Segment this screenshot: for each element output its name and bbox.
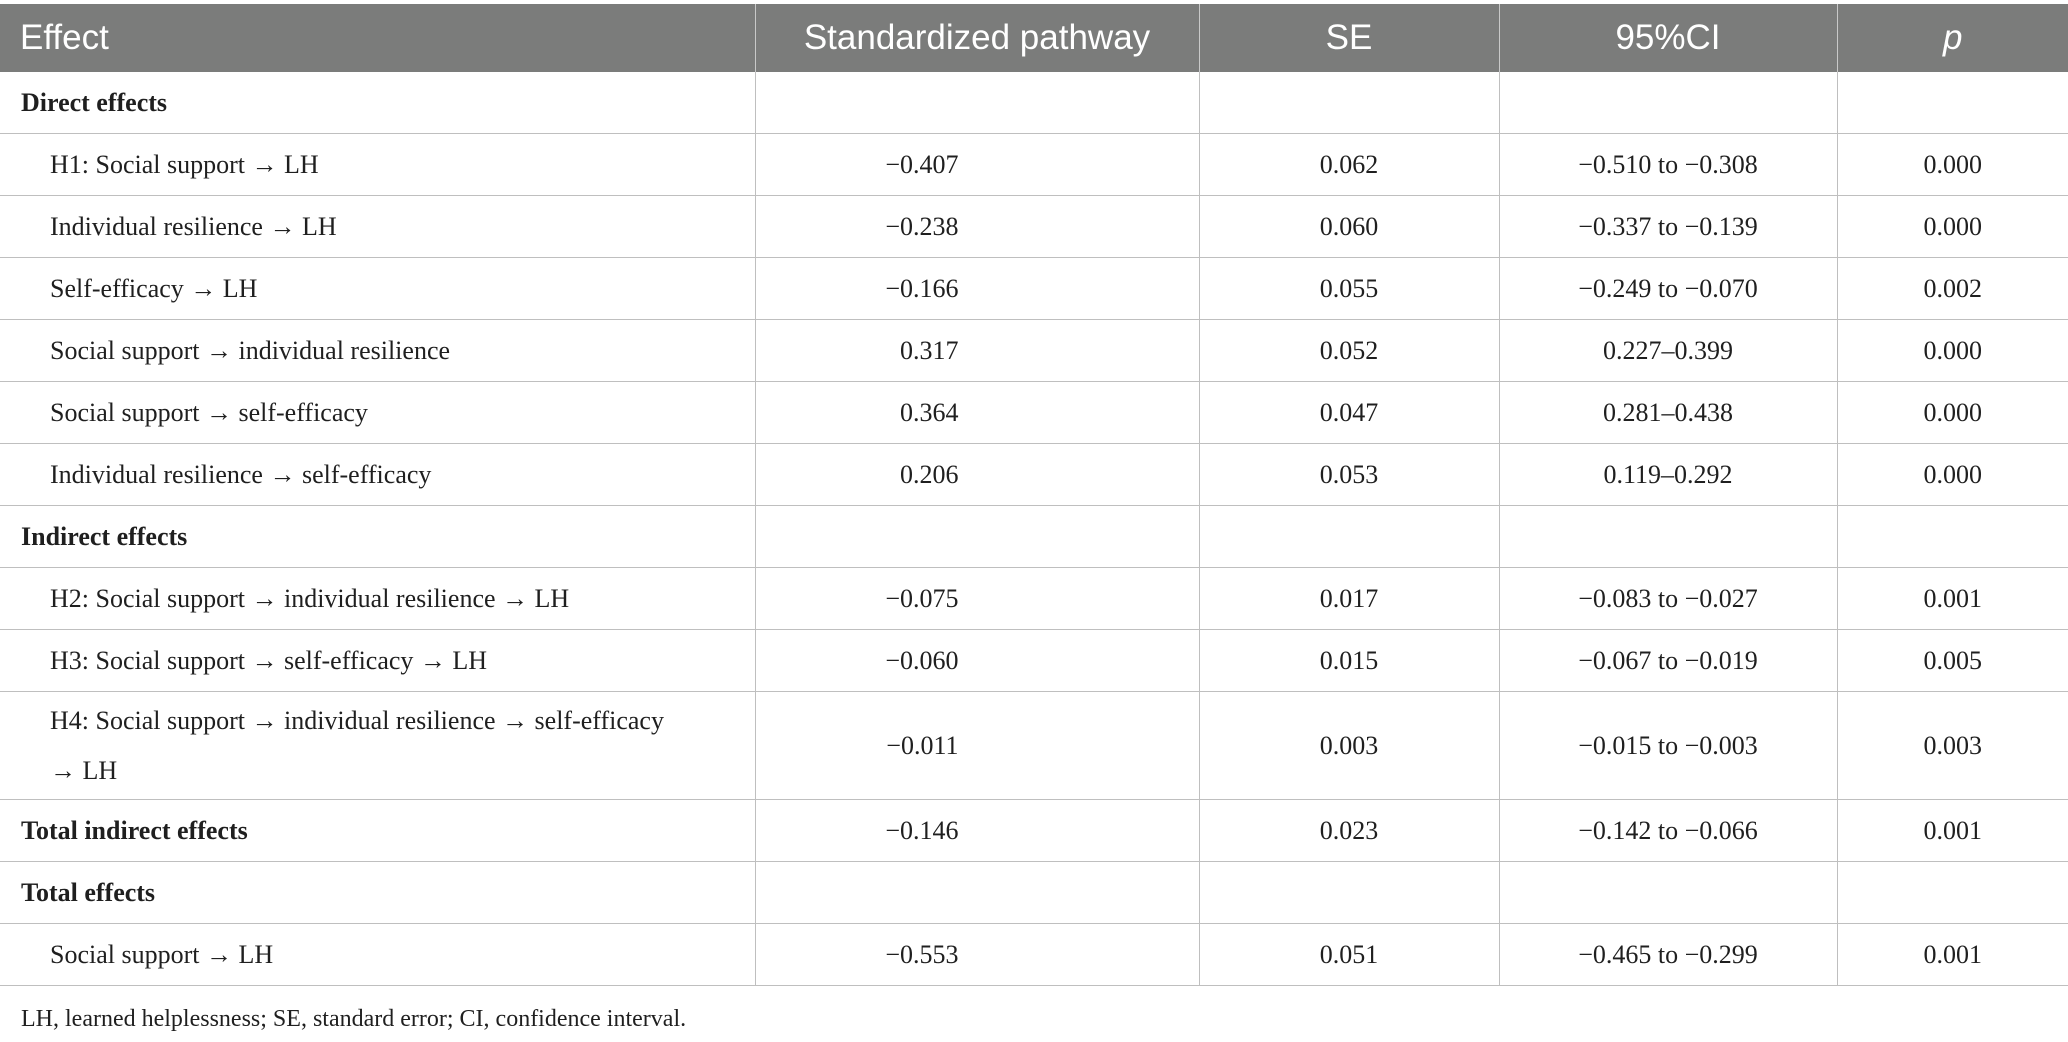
table-row: Social support → self-efficacy 0.364 0.0…	[0, 381, 2068, 444]
row-std	[754, 72, 1199, 134]
row-effect: H4: Social support → individual resilien…	[0, 691, 755, 800]
row-effect: H3: Social support → self-efficacy → LH	[0, 629, 755, 692]
row-se: 0.060	[1198, 195, 1499, 258]
row-std	[754, 505, 1199, 568]
row-effect: Social support → individual resilience	[0, 319, 755, 382]
row-se: 0.052	[1198, 319, 1499, 382]
row-se: 0.053	[1198, 443, 1499, 506]
effects-table: Effect Standardized pathway SE 95%CI p D…	[0, 4, 2068, 986]
table-footnote: LH, learned helplessness; SE, standard e…	[21, 1006, 687, 1032]
row-p	[1836, 505, 2068, 568]
table-row: Social support → individual resilience 0…	[0, 319, 2068, 382]
row-std: −0.238	[754, 195, 1199, 258]
row-ci: −0.510 to −0.308	[1498, 133, 1837, 196]
row-ci: 0.281–0.438	[1498, 381, 1837, 444]
table-row: H3: Social support → self-efficacy → LH …	[0, 629, 2068, 692]
row-p: 0.000	[1836, 381, 2068, 444]
row-ci: −0.337 to −0.139	[1498, 195, 1837, 258]
table-row: Self-efficacy → LH −0.166 0.055 −0.249 t…	[0, 257, 2068, 320]
row-p: 0.002	[1836, 257, 2068, 320]
row-se: 0.015	[1198, 629, 1499, 692]
row-ci	[1498, 505, 1837, 568]
row-std: −0.166	[754, 257, 1199, 320]
table-row: Individual resilience → self-efficacy 0.…	[0, 443, 2068, 506]
header-row: Effect Standardized pathway SE 95%CI p	[0, 4, 2068, 72]
row-p	[1836, 861, 2068, 924]
row-effect: Individual resilience → self-efficacy	[0, 443, 755, 506]
row-std: −0.553	[754, 923, 1199, 986]
row-se: 0.047	[1198, 381, 1499, 444]
row-p: 0.000	[1836, 443, 2068, 506]
row-std: −0.146	[754, 799, 1199, 862]
header-effect: Effect	[0, 4, 755, 72]
row-effect: Self-efficacy → LH	[0, 257, 755, 320]
row-std: 0.317	[754, 319, 1199, 382]
row-std: −0.075	[754, 567, 1199, 630]
table-row: H2: Social support → individual resilien…	[0, 567, 2068, 630]
row-p: 0.001	[1836, 923, 2068, 986]
section-row-direct-effects: Direct effects	[0, 72, 2068, 134]
header-standardized-pathway: Standardized pathway	[754, 4, 1199, 72]
row-std: 0.206	[754, 443, 1199, 506]
section-row-indirect-effects: Indirect effects	[0, 505, 2068, 568]
row-std: −0.060	[754, 629, 1199, 692]
table-row: Social support → LH −0.553 0.051 −0.465 …	[0, 923, 2068, 986]
header-se: SE	[1198, 4, 1499, 72]
header-p: p	[1836, 4, 2068, 72]
row-ci: −0.465 to −0.299	[1498, 923, 1837, 986]
row-ci: −0.015 to −0.003	[1498, 691, 1837, 800]
row-std: −0.407	[754, 133, 1199, 196]
row-p: 0.001	[1836, 567, 2068, 630]
row-ci: −0.142 to −0.066	[1498, 799, 1837, 862]
row-p: 0.003	[1836, 691, 2068, 800]
row-effect: H2: Social support → individual resilien…	[0, 567, 755, 630]
table-row: H1: Social support → LH −0.407 0.062 −0.…	[0, 133, 2068, 196]
header-ci: 95%CI	[1498, 4, 1837, 72]
section-row-total-effects: Total effects	[0, 861, 2068, 924]
row-std: −0.011	[754, 691, 1199, 800]
row-ci: 0.119–0.292	[1498, 443, 1837, 506]
row-se	[1198, 505, 1499, 568]
row-se: 0.003	[1198, 691, 1499, 800]
row-ci: −0.067 to −0.019	[1498, 629, 1837, 692]
row-p: 0.000	[1836, 133, 2068, 196]
row-effect: Total effects	[0, 861, 755, 924]
row-se	[1198, 72, 1499, 134]
row-se: 0.023	[1198, 799, 1499, 862]
row-ci	[1498, 861, 1837, 924]
row-effect: Social support → self-efficacy	[0, 381, 755, 444]
row-p: 0.000	[1836, 195, 2068, 258]
row-p: 0.005	[1836, 629, 2068, 692]
row-se: 0.055	[1198, 257, 1499, 320]
row-se	[1198, 861, 1499, 924]
row-effect: Indirect effects	[0, 505, 755, 568]
row-effect: Total indirect effects	[0, 799, 755, 862]
row-ci	[1498, 72, 1837, 134]
row-p: 0.000	[1836, 319, 2068, 382]
section-row-total-indirect-effects: Total indirect effects −0.146 0.023 −0.1…	[0, 799, 2068, 862]
row-se: 0.051	[1198, 923, 1499, 986]
row-p	[1836, 72, 2068, 134]
row-effect: Social support → LH	[0, 923, 755, 986]
row-se: 0.062	[1198, 133, 1499, 196]
row-p: 0.001	[1836, 799, 2068, 862]
row-se: 0.017	[1198, 567, 1499, 630]
row-std	[754, 861, 1199, 924]
table-row: Individual resilience → LH −0.238 0.060 …	[0, 195, 2068, 258]
row-ci: −0.249 to −0.070	[1498, 257, 1837, 320]
row-ci: 0.227–0.399	[1498, 319, 1837, 382]
table-row: H4: Social support → individual resilien…	[0, 691, 2068, 800]
row-effect: Direct effects	[0, 72, 755, 134]
row-effect: Individual resilience → LH	[0, 195, 755, 258]
row-ci: −0.083 to −0.027	[1498, 567, 1837, 630]
row-std: 0.364	[754, 381, 1199, 444]
row-effect: H1: Social support → LH	[0, 133, 755, 196]
